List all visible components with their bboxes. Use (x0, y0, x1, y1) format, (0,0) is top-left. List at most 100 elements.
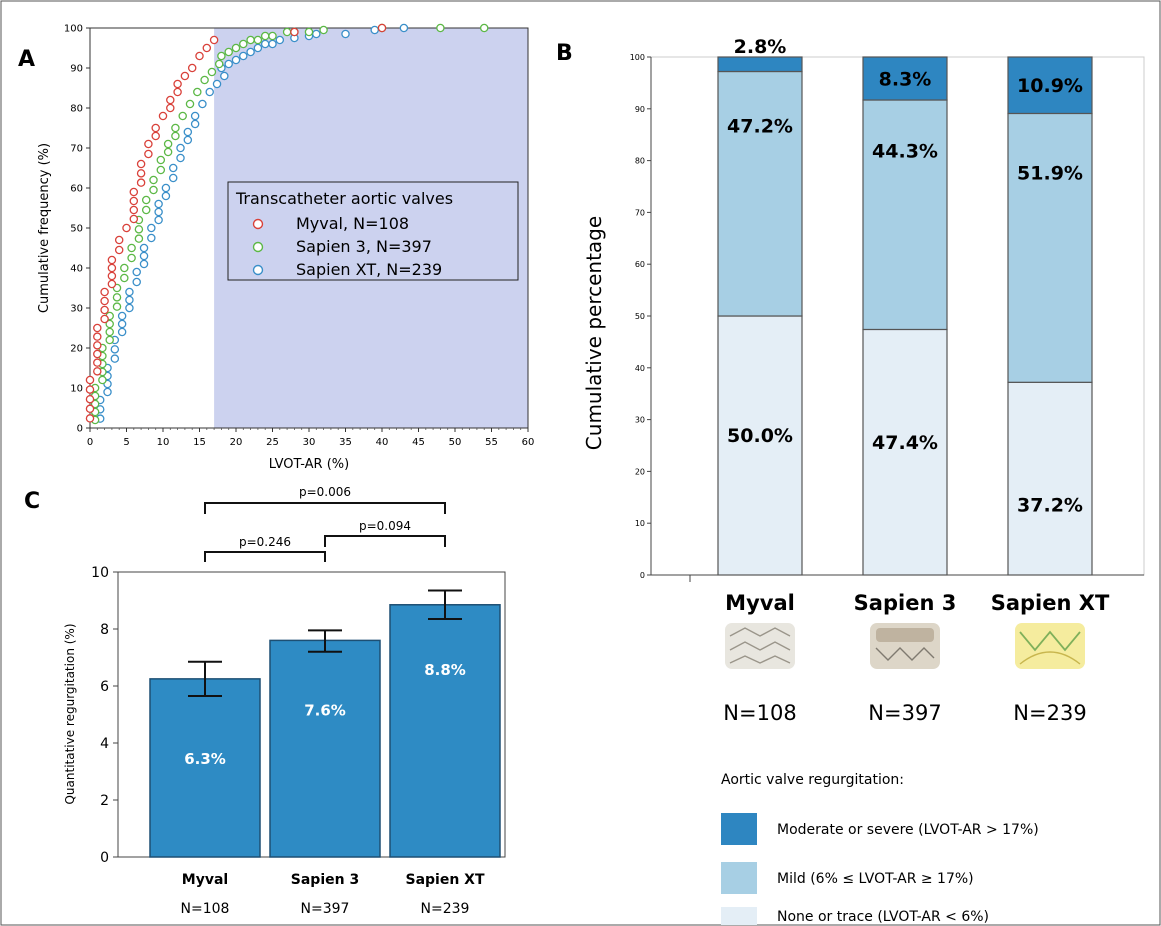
panel-a-point-myval (122, 223, 131, 233)
panel-a-ytick-label: 30 (70, 304, 83, 315)
panel-b-segment-none (1007, 381, 1093, 576)
panel-b-ytick-label: 60 (635, 260, 645, 269)
panel-a-point-sapienxt (147, 233, 156, 243)
panel-a-legend-box (227, 181, 519, 281)
panel-c-bars: 6.3% 7.6% 8.8% (149, 589, 501, 858)
panel-a-point-myval (129, 196, 139, 206)
panel-a-point-sapienxt (224, 59, 233, 69)
panel-a-point-myval (93, 358, 102, 367)
panel-a-legend-sapienxt: Sapien XT, N=239 (296, 260, 442, 279)
panel-c-category-myval: Myval (182, 872, 228, 888)
panel-a-point-sapien3 (200, 75, 209, 85)
pvalue-myval-sapien3: p=0.246 (239, 535, 291, 549)
panel-a-point-sapienxt (117, 311, 127, 321)
panel-b-label-none: 50.0% (727, 425, 793, 447)
panel-b-ytick-label: 50 (635, 312, 645, 321)
panel-a-xtick-label: 5 (123, 437, 129, 448)
panel-a: A 0 5 10 15 20 25 30 35 40 45 50 55 60 0 10 20 30 40 50 60 7… (18, 24, 534, 473)
panel-a-point-sapien3 (105, 335, 114, 345)
panel-a-point-myval (158, 111, 168, 121)
panel-c-ytick-label: 10 (91, 565, 109, 581)
panel-a-point-sapien3 (260, 31, 270, 41)
panel-a-point-sapien3 (246, 35, 255, 45)
panel-a-point-sapienxt (132, 267, 141, 277)
panel-a-point-myval (93, 367, 102, 376)
panel-a-ytick-label: 40 (70, 264, 83, 275)
panel-a-point-sapien3 (304, 27, 314, 37)
panel-a-ytick-label: 50 (70, 224, 83, 235)
panel-a-point-sapienxt (139, 259, 149, 269)
panel-a-point-myval (173, 79, 182, 89)
panel-a-point-sapienxt (103, 387, 112, 397)
panel-a-point-sapien3 (268, 31, 277, 41)
panel-a-point-myval (93, 341, 102, 350)
panel-a-point-sapien3 (319, 25, 328, 35)
panel-a-point-sapienxt (312, 29, 321, 39)
panel-b-label-moderate: 8.3% (879, 68, 932, 90)
panel-a-point-myval (85, 404, 95, 414)
panel-a-point-myval (180, 71, 190, 81)
panel-a-point-sapien3 (207, 67, 217, 77)
panel-a-xtick-label: 10 (157, 437, 170, 448)
panel-b-label-moderate: 2.8% (734, 36, 787, 58)
panel-c-brackets (204, 502, 446, 562)
panel-a-point-sapien3 (436, 23, 445, 33)
panel-a-point-sapienxt (139, 243, 149, 253)
panel-c-ytick-label: 6 (100, 679, 109, 695)
panel-a-point-sapienxt (176, 153, 185, 163)
panel-a-point-sapienxt (190, 111, 200, 121)
panel-a-point-myval (151, 131, 160, 141)
panel-c-ytick-label: 4 (100, 736, 109, 752)
panel-a-point-sapienxt (110, 354, 120, 363)
panel-a-point-myval (85, 394, 95, 404)
panel-a-point-sapienxt (132, 277, 141, 287)
legend-marker-sapien3 (252, 241, 264, 253)
panel-b-n-myval: N=108 (723, 701, 796, 725)
panel-a-point-sapienxt (260, 39, 270, 49)
panel-b-category-sapienxt: Sapien XT (991, 591, 1110, 615)
panel-a-ytick-label: 20 (70, 344, 83, 355)
panel-c-ytick-label: 8 (100, 622, 109, 638)
panel-a-point-sapien3 (98, 375, 107, 385)
panel-a-xtick-label: 60 (522, 437, 535, 448)
panel-a-point-sapienxt (139, 251, 149, 261)
panel-a-point-sapienxt (161, 183, 171, 193)
panel-a-point-sapien3 (134, 234, 144, 243)
valve-image-sapienxt (1015, 623, 1085, 669)
panel-a-point-sapienxt (341, 29, 350, 39)
panel-a-legend: Transcatheter aortic valves Myval, N=108… (227, 181, 519, 281)
panel-a-point-sapien3 (193, 87, 202, 97)
panel-a-point-sapien3 (149, 185, 158, 195)
panel-a-point-sapien3 (231, 43, 241, 53)
panel-b-legend-title: Aortic valve regurgitation: (721, 772, 904, 788)
panel-a-point-myval (136, 159, 146, 169)
panel-a-point-sapien3 (141, 195, 151, 205)
legend-marker-myval (252, 218, 264, 230)
panel-a-point-sapienxt (154, 207, 163, 217)
panel-a-point-myval (144, 149, 153, 159)
panel-b-ytick-label: 30 (635, 416, 645, 425)
panel-c-ytick-label: 0 (100, 850, 109, 866)
panel-a-ytick-label: 70 (70, 144, 83, 155)
panel-a-point-sapien3 (171, 131, 180, 141)
panel-a-point-sapienxt (190, 119, 200, 129)
panel-a-ytick-label: 60 (70, 184, 83, 195)
panel-a-point-myval (187, 63, 197, 73)
panel-a-point-myval (166, 95, 175, 105)
panel-a-point-myval (100, 314, 109, 324)
panel-a-point-sapienxt (168, 173, 178, 183)
panel-a-xtick-label: 30 (303, 437, 316, 448)
panel-a-point-myval (151, 123, 160, 133)
panel-a-ytick-label: 0 (77, 424, 83, 435)
panel-b-bars: 50.0% 47.2% 2.8% 47.4% 44.3% 8.3% 37.2% 51.9% 10… (717, 36, 1093, 576)
panel-a-point-sapien3 (127, 253, 136, 263)
panel-c-bar-label: 6.3% (184, 750, 226, 768)
panel-a-point-myval (129, 214, 139, 224)
bracket-myval-sapienxt (204, 502, 446, 514)
panel-a-point-sapienxt (205, 87, 214, 97)
panel-b-ytick-label: 10 (635, 519, 645, 528)
panel-a-point-sapien3 (217, 51, 226, 61)
panel-a-xtick-label: 35 (339, 437, 352, 448)
panel-a-point-myval (136, 169, 146, 178)
bracket-myval-sapien3 (204, 551, 326, 562)
